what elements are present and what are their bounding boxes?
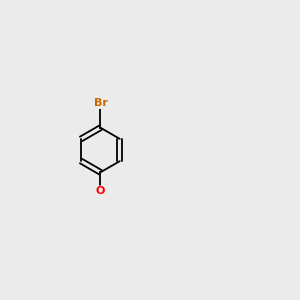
Text: Br: Br <box>94 98 107 108</box>
Text: O: O <box>96 186 105 196</box>
